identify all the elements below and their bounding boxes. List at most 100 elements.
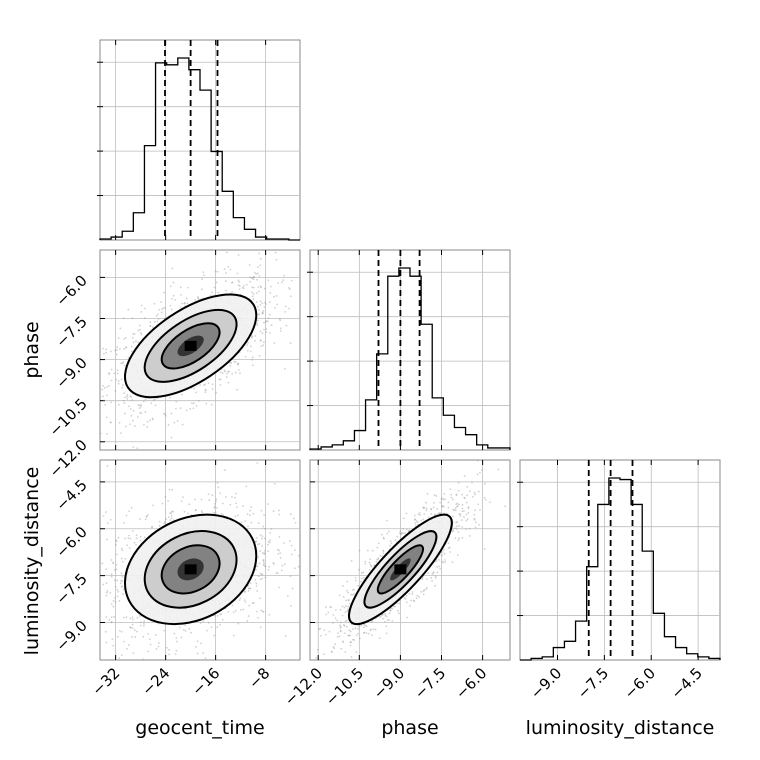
scatter-point: [334, 609, 337, 611]
scatter-point: [144, 398, 147, 401]
scatter-point: [129, 626, 132, 629]
scatter-point: [120, 654, 123, 657]
scatter-point: [353, 593, 355, 595]
scatter-point: [464, 528, 467, 531]
scatter-point: [126, 663, 128, 665]
scatter-point: [213, 634, 215, 637]
scatter-point: [123, 392, 125, 395]
scatter-point: [259, 339, 262, 342]
scatter-point: [463, 496, 466, 499]
scatter-point: [125, 425, 127, 428]
scatter-point: [247, 615, 250, 617]
scatter-point: [219, 371, 222, 374]
scatter-point: [257, 319, 259, 322]
scatter-point: [256, 266, 259, 268]
scatter-point: [263, 527, 266, 530]
scatter-point: [329, 606, 332, 608]
scatter-point: [136, 415, 139, 418]
scatter-point: [110, 573, 113, 576]
scatter-point: [117, 403, 120, 406]
scatter-point: [234, 515, 237, 518]
scatter-point: [100, 410, 101, 412]
scatter-point: [193, 387, 196, 390]
scatter-point: [105, 591, 108, 594]
scatter-point: [379, 554, 382, 557]
scatter-point: [105, 394, 108, 397]
scatter-point: [138, 404, 141, 407]
sigma-contour: [124, 293, 258, 399]
scatter-point: [483, 496, 486, 499]
scatter-point: [110, 621, 113, 623]
scatter-point: [332, 614, 335, 616]
scatter-point: [106, 386, 108, 389]
scatter-point: [466, 518, 469, 521]
scatter-point: [476, 460, 479, 462]
scatter-point: [100, 403, 101, 406]
scatter-point: [169, 519, 172, 521]
scatter-point: [181, 393, 183, 396]
scatter-point: [133, 660, 135, 662]
scatter-point: [260, 286, 262, 289]
scatter-point: [225, 376, 228, 378]
scatter-point: [308, 655, 310, 657]
scatter-point: [200, 510, 203, 512]
scatter-point: [116, 595, 119, 598]
scatter-point: [163, 412, 165, 415]
scatter-point: [456, 520, 459, 523]
scatter-point: [98, 604, 100, 606]
scatter-point: [273, 342, 276, 345]
scatter-point: [384, 613, 386, 615]
scatter-point: [229, 268, 232, 271]
scatter-point: [259, 303, 262, 306]
scatter-point: [121, 549, 124, 552]
scatter-point: [223, 369, 226, 372]
scatter-point: [225, 495, 227, 498]
scatter-point: [169, 304, 172, 307]
scatter-point: [265, 331, 268, 333]
scatter-point: [348, 602, 351, 605]
scatter-point: [455, 503, 458, 506]
scatter-point: [155, 315, 158, 317]
scatter-point: [278, 513, 281, 516]
scatter-point: [219, 623, 221, 626]
scatter-point: [152, 504, 155, 507]
scatter-point: [422, 590, 425, 593]
sigma-contour: [376, 544, 425, 595]
scatter-point: [382, 552, 385, 555]
scatter-point: [430, 576, 433, 579]
scatter-point: [283, 563, 286, 566]
scatter-point: [151, 326, 154, 329]
scatter-point: [410, 599, 413, 602]
scatter-point: [121, 575, 124, 578]
scatter-point: [114, 390, 117, 392]
scatter-point: [170, 436, 173, 439]
scatter-point: [330, 663, 332, 665]
scatter-point: [257, 290, 260, 293]
scatter-point: [339, 608, 342, 611]
scatter-point: [436, 508, 439, 510]
scatter-point: [412, 599, 415, 602]
scatter-point: [457, 503, 460, 506]
scatter-point: [165, 518, 168, 521]
scatter-point: [456, 502, 459, 505]
x-tick-label: −7.5: [574, 664, 612, 702]
scatter-point: [347, 591, 350, 594]
scatter-point: [355, 634, 358, 637]
scatter-point: [68, 396, 70, 398]
scatter-point: [370, 628, 373, 631]
scatter-point: [349, 641, 352, 644]
scatter-point: [249, 514, 251, 517]
scatter-point: [129, 617, 132, 620]
scatter-point: [172, 510, 174, 513]
panel-frame-luminosity_distance: [519, 459, 721, 661]
scatter-point: [128, 534, 130, 537]
scatter-point: [348, 634, 351, 637]
scatter-point: [357, 568, 360, 571]
scatter-point: [474, 493, 476, 496]
scatter-point: [235, 371, 237, 374]
scatter-point: [95, 457, 97, 459]
scatter-point: [455, 494, 458, 497]
scatter-point: [190, 631, 193, 634]
scatter-point: [215, 498, 218, 500]
scatter-point: [139, 405, 142, 408]
